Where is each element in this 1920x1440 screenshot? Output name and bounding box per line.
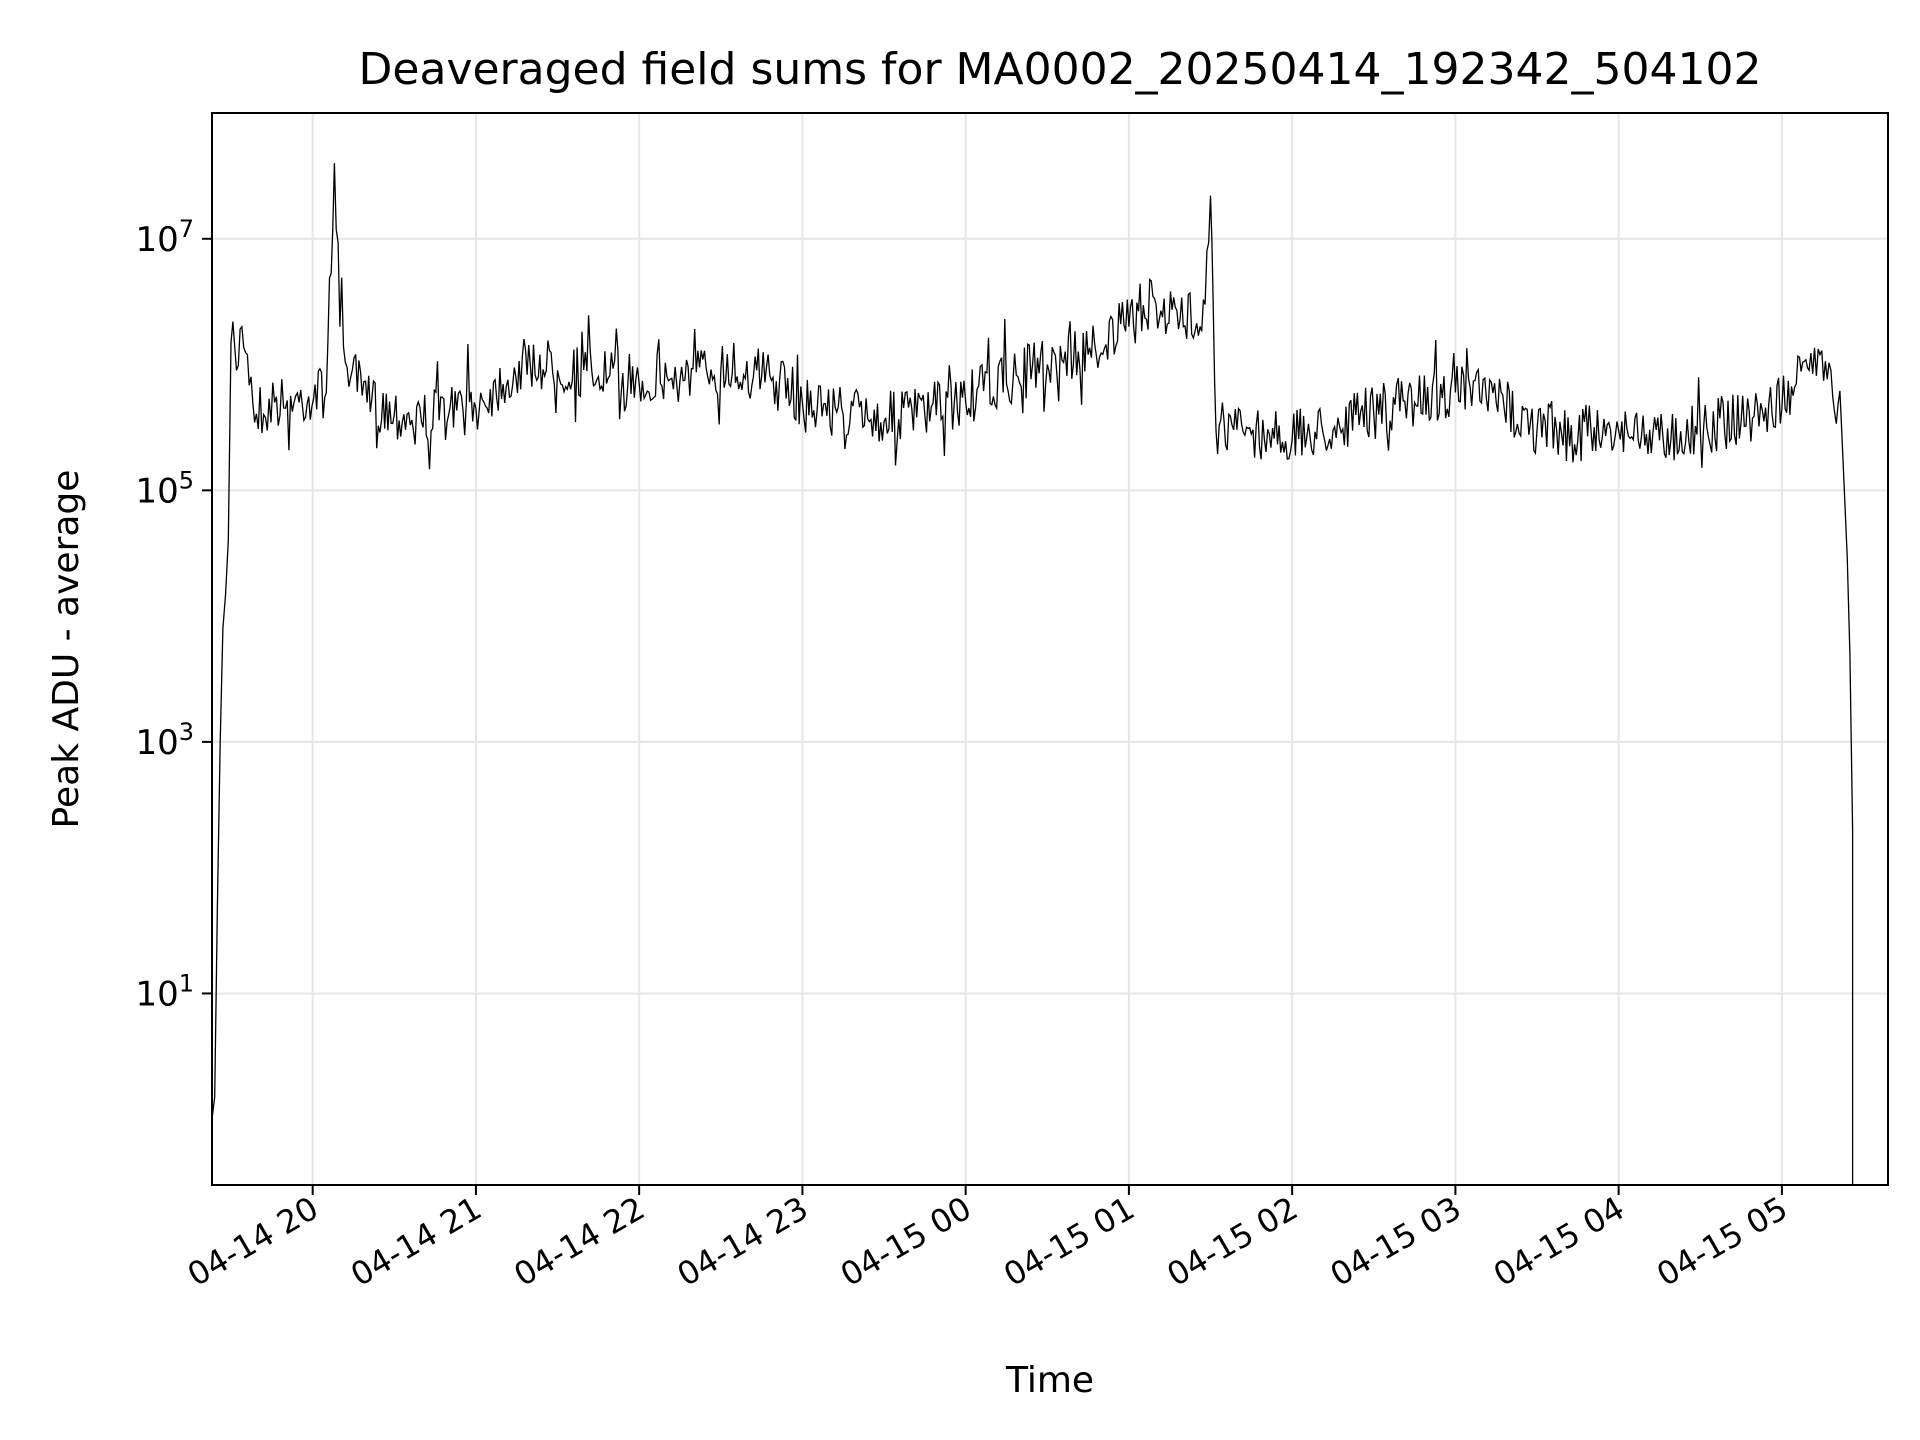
x-tick-label: 04-15 03	[1324, 1189, 1468, 1294]
y-tick-label: 103	[135, 718, 194, 763]
x-axis-label: Time	[1005, 1360, 1094, 1401]
y-tick-label: 105	[135, 466, 194, 511]
chart-title: Deaveraged field sums for MA0002_2025041…	[359, 44, 1762, 95]
series-line	[211, 163, 1854, 1185]
x-tick-label: 04-15 04	[1487, 1189, 1631, 1294]
y-axis-label: Peak ADU - average	[46, 470, 87, 829]
x-tick-label: 04-14 20	[181, 1189, 325, 1294]
x-tick-label: 04-14 21	[344, 1189, 488, 1294]
x-tick-label: 04-15 00	[834, 1189, 978, 1294]
y-tick-label: 101	[135, 969, 194, 1014]
x-tick-label: 04-15 01	[997, 1189, 1141, 1294]
y-tick-label: 107	[135, 215, 194, 260]
x-tick-label: 04-14 22	[508, 1189, 652, 1294]
x-tick-label: 04-15 02	[1161, 1189, 1305, 1294]
x-tick-label: 04-14 23	[671, 1189, 815, 1294]
plot-frame	[211, 112, 1889, 1186]
x-tick-label: 04-15 05	[1650, 1189, 1794, 1294]
